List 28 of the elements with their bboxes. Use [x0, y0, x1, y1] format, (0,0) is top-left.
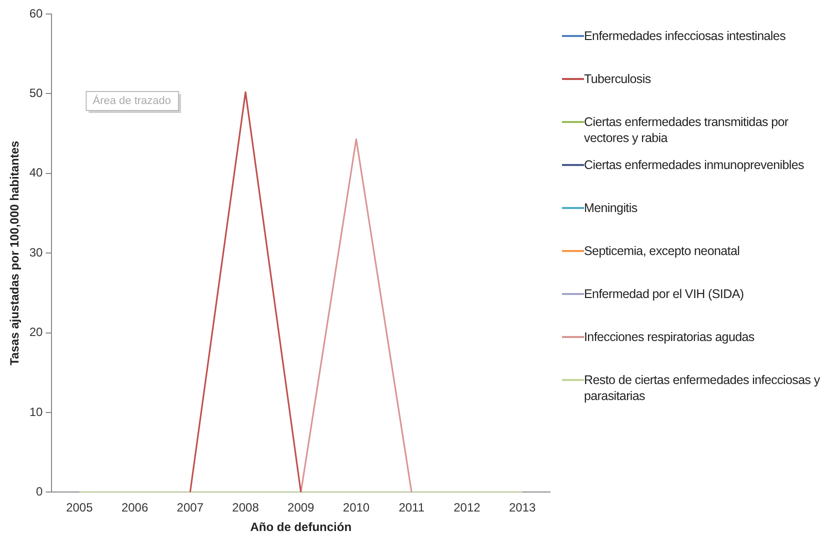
x-tick-label: 2007 [176, 500, 204, 515]
x-tick-label: 2010 [342, 500, 370, 515]
x-tick-label: 2011 [398, 500, 425, 515]
y-tick-label: 10 [29, 404, 44, 419]
legend-label: Resto de ciertas enfermedades infecciosas y parasitarias [584, 372, 821, 404]
legend-label: Tuberculosis [584, 71, 651, 87]
y-tick-label: 60 [29, 6, 44, 20]
x-tick-label: 2005 [66, 500, 94, 515]
x-tick-label: 2008 [232, 500, 260, 515]
y-tick-label: 30 [29, 245, 44, 260]
x-tick-label: 2012 [454, 500, 481, 515]
legend-label: Enfermedades infecciosas intestinales [584, 28, 786, 44]
x-tick-label: 2013 [508, 500, 536, 515]
legend-label: Ciertas enfermedades inmunoprevenibles [584, 157, 804, 173]
legend-label: Infecciones respiratorias agudas [584, 329, 754, 345]
y-tick-label: 20 [29, 325, 44, 340]
y-tick-label: 50 [29, 86, 44, 100]
annotation: Área de trazado [92, 94, 172, 108]
x-tick-label: 2009 [288, 500, 315, 515]
legend-label: Meningitis [584, 200, 638, 216]
y-axis-title: Tasas ajustadas por 100,000 habitantes [8, 140, 22, 366]
y-tick-label: 40 [29, 166, 44, 180]
legend-label: Enfermedad por el VIH (SIDA) [584, 286, 744, 302]
legend-label: Septicemia, excepto neonatal [584, 243, 740, 259]
y-tick-label: 0 [36, 484, 44, 499]
x-axis-title: Año de defunción [250, 520, 352, 534]
x-tick-label: 2006 [121, 500, 148, 515]
legend-label: Ciertas enfermedades transmitidas por vectores y rabia [584, 114, 790, 146]
